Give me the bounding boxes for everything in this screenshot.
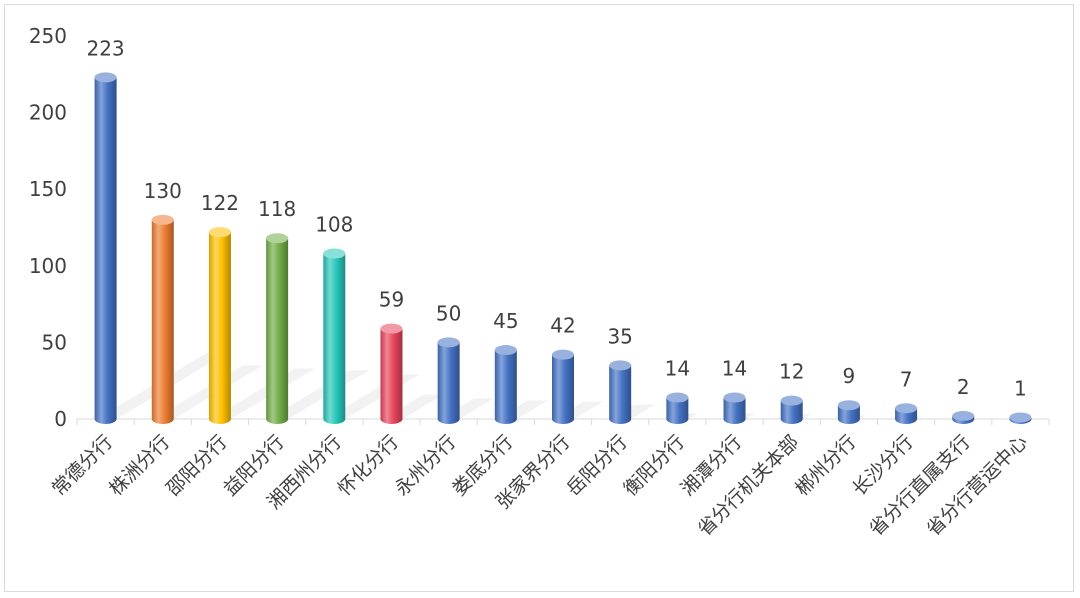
y-tick-label-100: 100 [29, 254, 67, 278]
bar-省分行营运中心 [1009, 412, 1032, 424]
bar-cap [208, 227, 231, 238]
bar-株洲分行 [151, 214, 174, 424]
bar-body [666, 397, 689, 424]
data-label-省分行机关本部: 12 [779, 360, 804, 384]
y-tick-label-50: 50 [42, 330, 67, 354]
bar-衡阳分行 [666, 392, 689, 424]
data-label-省分行直属支行: 2 [957, 375, 970, 399]
bar-cap [437, 337, 460, 348]
bar-shadow [210, 368, 316, 419]
data-label-张家界分行: 42 [550, 314, 575, 338]
y-tick-label-0: 0 [54, 407, 67, 431]
x-tick-label-怀化分行: 怀化分行 [334, 431, 403, 500]
data-label-娄底分行: 45 [493, 309, 518, 333]
data-label-岳阳分行: 35 [607, 324, 632, 348]
bar-cap [895, 403, 918, 414]
data-label-省分行营运中心: 1 [1014, 376, 1027, 400]
bar-长沙分行 [895, 403, 918, 424]
bar-body [323, 253, 346, 424]
data-label-衡阳分行: 14 [665, 357, 690, 381]
data-label-怀化分行: 59 [379, 288, 404, 312]
data-label-湘潭分行: 14 [722, 357, 747, 381]
data-label-邵阳分行: 122 [201, 191, 239, 215]
bar-益阳分行 [266, 233, 289, 424]
bar-怀化分行 [380, 323, 403, 424]
y-tick-label-150: 150 [29, 177, 67, 201]
bar-body [151, 219, 174, 424]
bar-cap [323, 248, 346, 259]
bar-cap [780, 395, 803, 406]
bar-body [380, 328, 403, 424]
bar-cap [666, 392, 689, 403]
x-tick-label-常德分行: 常德分行 [48, 431, 117, 500]
bars [94, 72, 1032, 424]
bar-邵阳分行 [208, 227, 231, 424]
bar-cap [94, 72, 117, 83]
bar-cap [151, 214, 174, 225]
bar-cap [723, 392, 746, 403]
bar-body [437, 342, 460, 424]
bar-body [723, 397, 746, 424]
bar-cap [609, 360, 632, 371]
bar-岳阳分行 [609, 360, 632, 424]
bar-body [780, 400, 803, 424]
bar-常德分行 [94, 72, 117, 424]
bar-永州分行 [437, 337, 460, 424]
bar-省分行机关本部 [780, 395, 803, 424]
bar-cap [380, 323, 403, 334]
bar-cap [837, 400, 860, 411]
bar-cap [552, 349, 574, 360]
bar-郴州分行 [837, 400, 860, 424]
bar-body [837, 405, 860, 424]
data-label-湘西州分行: 108 [315, 213, 353, 237]
x-tick-label-岳阳分行: 岳阳分行 [562, 431, 631, 500]
x-tick-label-邵阳分行: 邵阳分行 [162, 431, 231, 500]
bar-cap [494, 345, 517, 356]
bar-body [552, 354, 574, 424]
data-label-常德分行: 223 [86, 36, 124, 60]
data-label-益阳分行: 118 [258, 197, 296, 221]
data-label-株洲分行: 130 [144, 179, 182, 203]
bar-娄底分行 [494, 345, 517, 424]
bar-body [609, 365, 632, 424]
data-label-永州分行: 50 [436, 301, 461, 325]
bar-cap [266, 233, 289, 244]
y-tick-label-250: 250 [29, 24, 67, 48]
x-tick-label-郴州分行: 郴州分行 [791, 431, 860, 500]
bar-body [266, 238, 289, 424]
bar-body [494, 350, 517, 424]
bar-湘潭分行 [723, 392, 746, 424]
x-tick-label-株洲分行: 株洲分行 [105, 431, 174, 500]
labels: 223常德分行130株洲分行122邵阳分行118益阳分行108湘西州分行59怀化… [48, 36, 1032, 540]
x-tick-label-省分行机关本部: 省分行机关本部 [694, 431, 804, 541]
x-tick-label-衡阳分行: 衡阳分行 [620, 431, 689, 500]
bar-cap [952, 410, 975, 421]
bar-body [208, 232, 231, 424]
y-tick-label-200: 200 [29, 101, 67, 125]
bar-shadow [153, 365, 264, 419]
bar-省分行直属支行 [952, 410, 975, 424]
x-tick-label-永州分行: 永州分行 [391, 431, 460, 500]
data-label-长沙分行: 7 [900, 367, 913, 391]
x-tick-label-省分行直属支行: 省分行直属支行 [865, 431, 975, 541]
chart-frame: 0 50 100 150 200 250 223 常德分行 130 株洲分行 122 邵阳分行 118… [4, 4, 1074, 592]
bar-body [94, 77, 117, 424]
bar-张家界分行 [552, 349, 574, 424]
data-label-郴州分行: 9 [843, 364, 856, 388]
x-tick-label-省分行营运中心: 省分行营运中心 [922, 431, 1032, 541]
bar-cap [1009, 412, 1032, 423]
bar-湘西州分行 [323, 248, 346, 424]
